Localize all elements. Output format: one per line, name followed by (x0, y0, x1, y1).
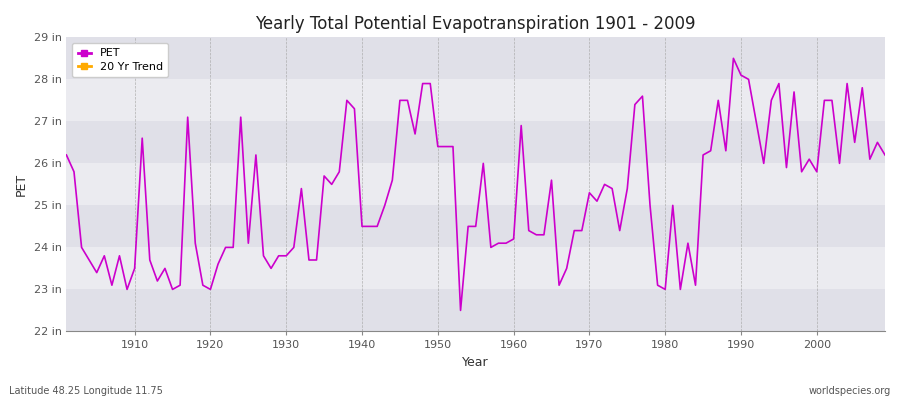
Bar (67, 79, 885, 121)
PET (728, 56, 739, 61)
X-axis label: Year: Year (463, 356, 489, 369)
Title: Yearly Total Potential Evapotranspiration 1901 - 2009: Yearly Total Potential Evapotranspiratio… (256, 15, 696, 33)
Legend: PET, 20 Yr Trend: PET, 20 Yr Trend (72, 43, 168, 77)
Bar (67, 247, 885, 290)
PET (288, 245, 299, 250)
Text: worldspecies.org: worldspecies.org (809, 386, 891, 396)
PET (122, 287, 132, 292)
PET (879, 152, 890, 157)
PET (516, 123, 526, 128)
Bar (67, 121, 885, 163)
Y-axis label: PET: PET (15, 173, 28, 196)
PET (61, 152, 72, 157)
Text: Latitude 48.25 Longitude 11.75: Latitude 48.25 Longitude 11.75 (9, 386, 163, 396)
Bar (67, 37, 885, 79)
PET (334, 169, 345, 174)
Bar (67, 205, 885, 247)
Bar (67, 290, 885, 332)
PET (508, 236, 519, 241)
PET (455, 308, 466, 313)
Bar (67, 163, 885, 205)
PET (607, 186, 617, 191)
Line: PET: PET (67, 58, 885, 310)
